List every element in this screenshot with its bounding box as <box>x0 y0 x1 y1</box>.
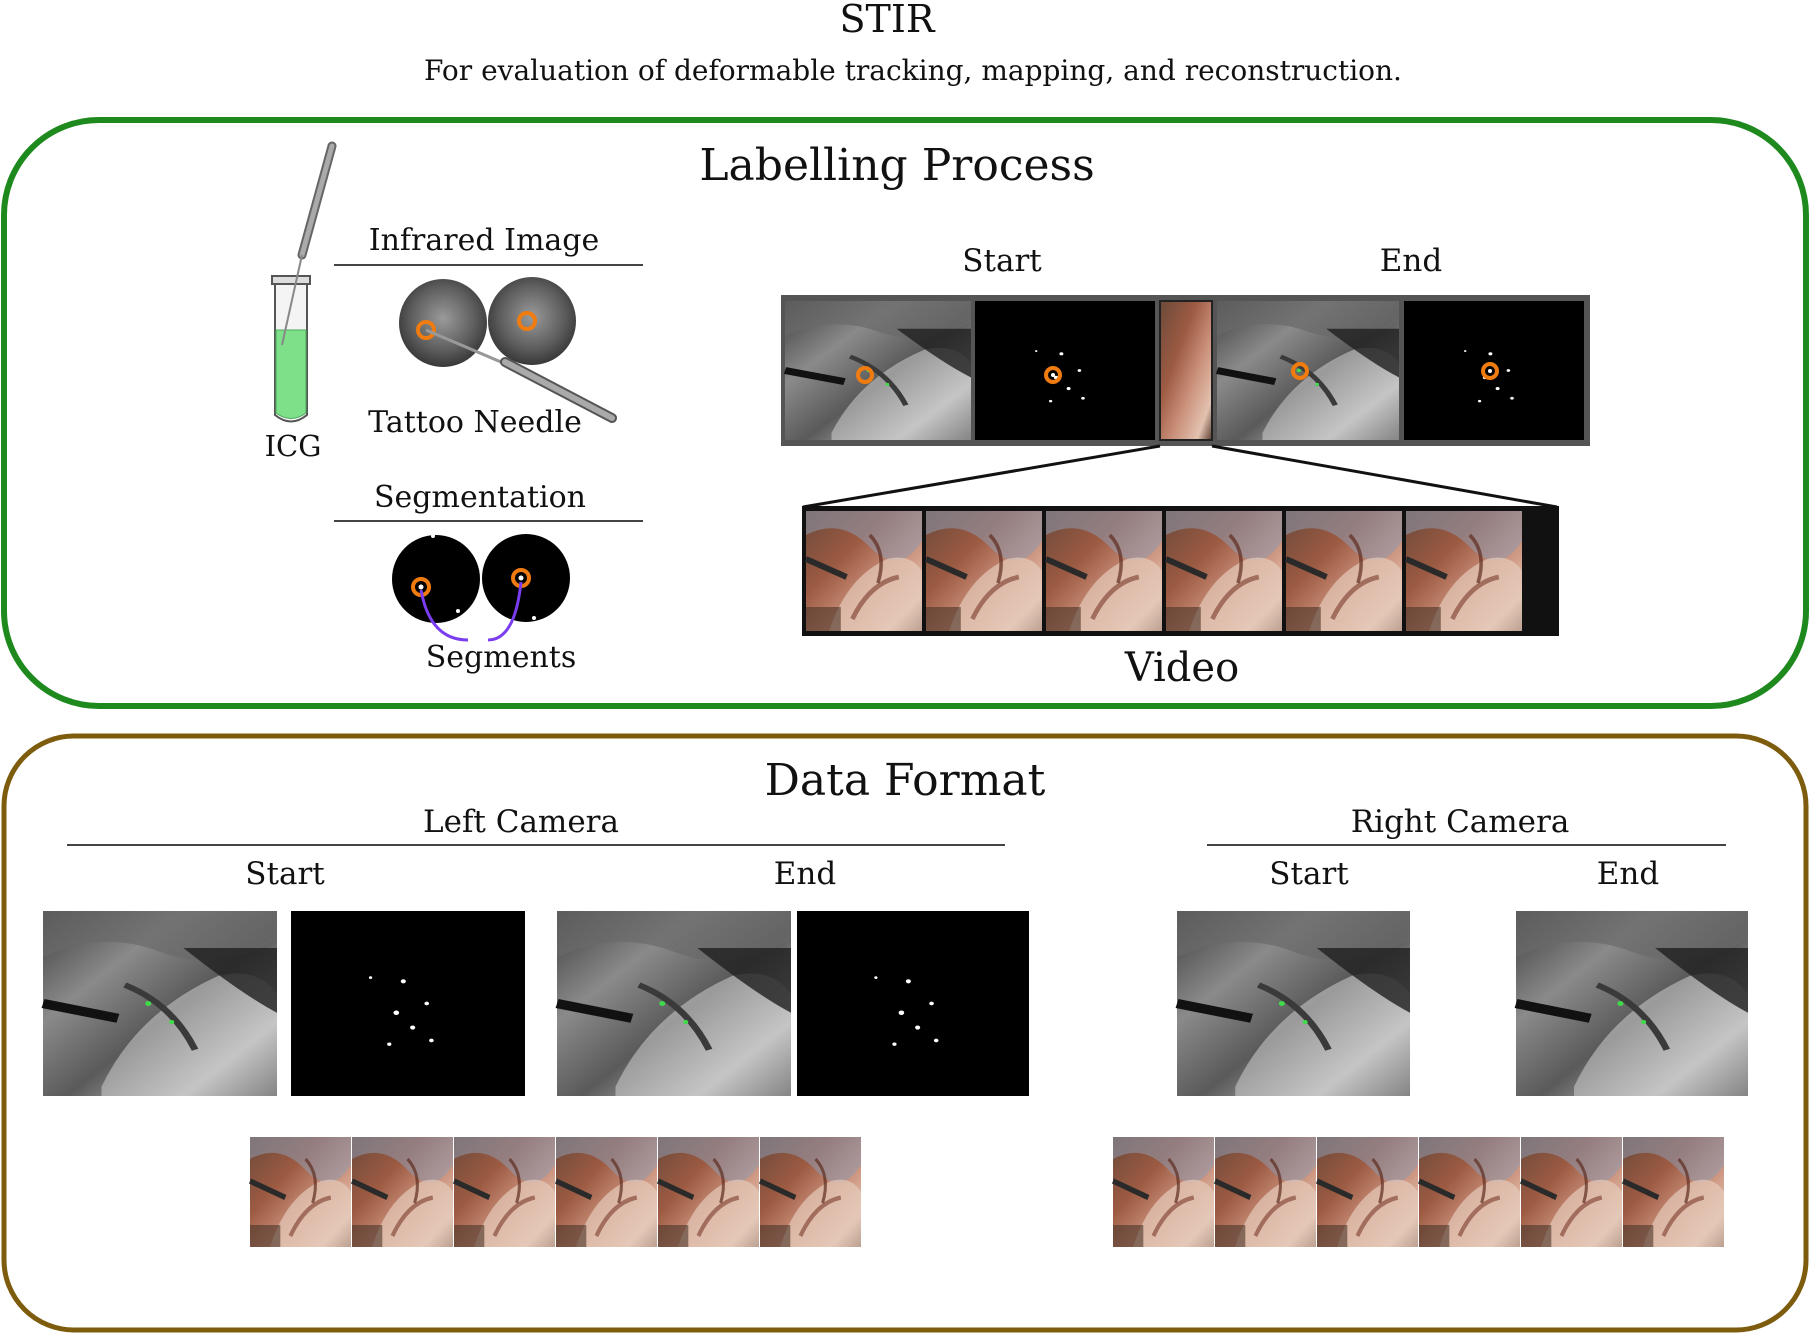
segment-speck <box>431 534 435 538</box>
right-video-frame <box>1215 1137 1316 1247</box>
segment-pointer-right <box>487 581 523 642</box>
right-video-frame <box>1113 1137 1214 1247</box>
left-video-frame <box>658 1137 759 1247</box>
left-camera-video <box>250 1137 861 1247</box>
zoom-line-left <box>802 444 1161 509</box>
right-camera-video <box>1113 1137 1724 1247</box>
left-end-black-frame <box>797 911 1029 1096</box>
labelling-end-label: End <box>1380 243 1442 279</box>
marker-end-black <box>1481 362 1499 380</box>
left-video-frame <box>250 1137 351 1247</box>
left-video-frame <box>556 1137 657 1247</box>
right-camera-label: Right Camera <box>1351 804 1570 840</box>
labelling-start-label: Start <box>962 243 1042 279</box>
left-start-gray-frame <box>43 911 277 1096</box>
segment-dot-left <box>418 584 424 590</box>
left-start-black-frame <box>291 911 525 1096</box>
video-frames <box>802 506 1559 636</box>
figure-title: STIR <box>840 0 936 41</box>
tattoo-needle-label: Tattoo Needle <box>368 405 582 440</box>
data-format-panel <box>1 733 1809 1333</box>
video-frame <box>1046 511 1162 631</box>
data-format-title: Data Format <box>765 755 1046 806</box>
needle-icon <box>281 141 337 346</box>
marker-end-black-dot <box>1488 369 1492 373</box>
left-video-frame <box>352 1137 453 1247</box>
segments-label: Segments <box>426 640 576 675</box>
end-black-frame <box>1404 301 1584 440</box>
right-start-gray-frame <box>1177 911 1410 1096</box>
segment-dot-right <box>518 575 524 581</box>
left-end-label: End <box>774 856 836 892</box>
segment-pointer-left <box>419 589 469 642</box>
infrared-marker-left <box>416 320 436 340</box>
left-video-frame <box>760 1137 861 1247</box>
infrared-left-circle <box>399 279 487 367</box>
right-start-label: Start <box>1269 856 1349 892</box>
left-camera-label: Left Camera <box>423 804 619 840</box>
right-end-gray-frame <box>1516 911 1748 1096</box>
marker-start-gray <box>856 366 874 384</box>
start-gray-frame <box>785 301 971 440</box>
figure-subtitle: For evaluation of deformable tracking, m… <box>424 54 1402 87</box>
marker-start-black <box>1044 366 1062 384</box>
video-frame <box>806 511 922 631</box>
video-thumb-strip <box>1159 300 1213 441</box>
right-video-frame <box>1623 1137 1724 1247</box>
infrared-label: Infrared Image <box>369 223 599 258</box>
infrared-right-circle <box>488 277 576 365</box>
video-frame <box>1406 511 1522 631</box>
left-video-frame <box>454 1137 555 1247</box>
infrared-marker-right <box>517 311 537 331</box>
tattoo-needle-icon <box>425 328 617 423</box>
right-end-label: End <box>1597 856 1659 892</box>
video-frame <box>926 511 1042 631</box>
zoom-line-right <box>1211 444 1558 509</box>
segmentation-label: Segmentation <box>374 480 586 515</box>
right-video-frame <box>1521 1137 1622 1247</box>
video-frame <box>1166 511 1282 631</box>
segmentation-left-circle <box>392 535 480 623</box>
marker-start-black-dot <box>1051 373 1055 377</box>
segment-speck <box>456 609 460 613</box>
video-label: Video <box>1124 645 1239 691</box>
left-start-label: Start <box>245 856 325 892</box>
video-frame <box>1286 511 1402 631</box>
icg-tube-icon <box>271 275 311 423</box>
marker-end-gray <box>1291 362 1309 380</box>
segmentation-right-circle <box>482 534 570 622</box>
labelling-panel <box>1 117 1809 709</box>
segment-speck <box>532 616 536 620</box>
right-video-frame <box>1317 1137 1418 1247</box>
labelling-title: Labelling Process <box>699 140 1094 191</box>
left-end-gray-frame <box>557 911 791 1096</box>
right-video-frame <box>1419 1137 1520 1247</box>
icg-label: ICG <box>265 429 322 463</box>
start-black-frame <box>975 301 1155 440</box>
